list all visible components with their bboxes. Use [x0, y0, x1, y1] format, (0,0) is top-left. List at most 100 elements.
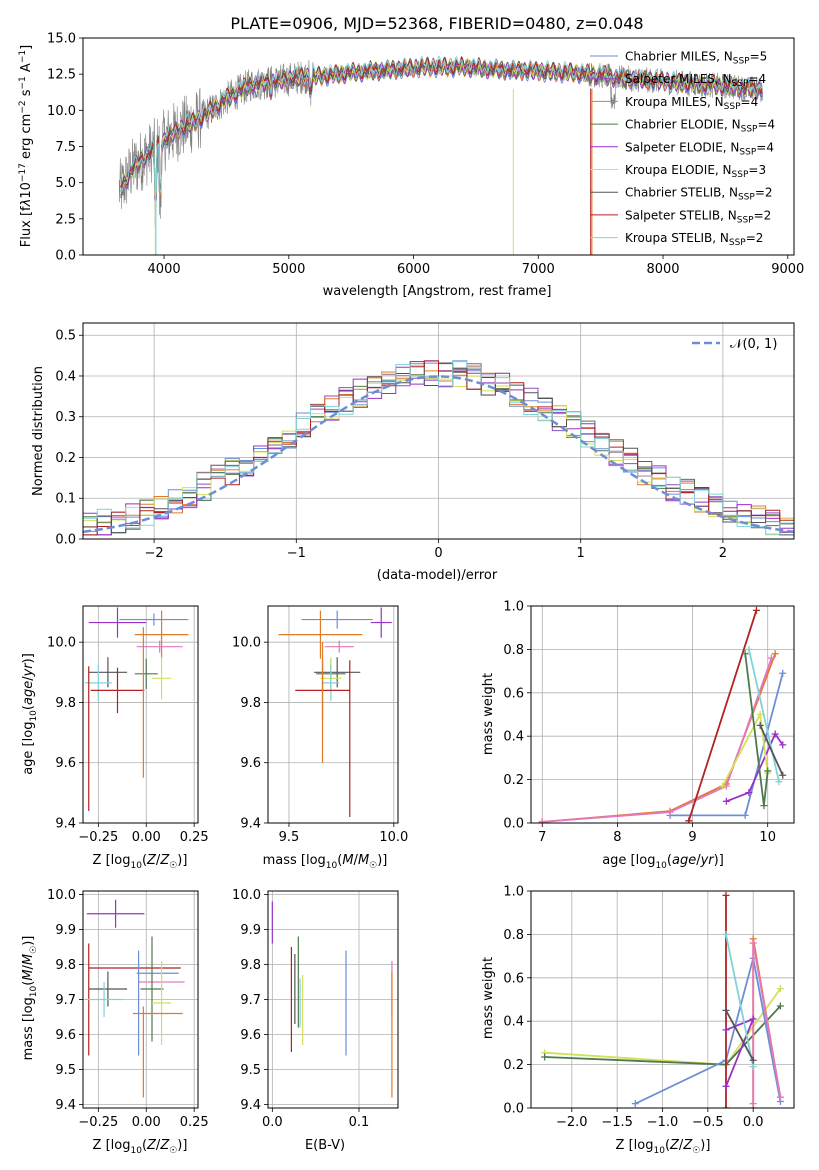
- mass-vs-EBV-plot-area: [271, 901, 393, 1098]
- mass-weight-vs-Z-xtick-label-1: −1.5: [601, 1115, 633, 1130]
- spectrum-model-line-5: [120, 57, 763, 196]
- mass-weight-vs-Z-marker-5-0: [749, 1100, 757, 1108]
- mass-weight-vs-age-marker-7-1: [775, 778, 783, 786]
- age-vs-Z-xlabel: Z [log10(Z/Z☉)]: [93, 853, 188, 871]
- spectrum-ytick-label-3: 7.5: [55, 140, 76, 155]
- residuals-ylabel: Normed distribution: [31, 366, 46, 496]
- mass-weight-vs-age-xtick-label-3: 10: [759, 830, 776, 845]
- mass-vs-EBV-frame: [267, 890, 399, 1109]
- mass-weight-vs-age-ytick-label-0: 0.0: [503, 817, 524, 832]
- age-vs-mass-ytick-label-2: 9.8: [240, 696, 261, 711]
- mass-vs-Z-ytick-label-5: 9.9: [55, 923, 76, 938]
- mass-weight-vs-age-marker-1-3: [771, 650, 779, 658]
- mass-weight-vs-Z-marker-6-2: [722, 1082, 730, 1090]
- mass-weight-vs-Z-xtick-label-0: −2.0: [556, 1115, 588, 1130]
- spectrum-ytick-label-4: 10.0: [47, 104, 76, 119]
- mass-weight-vs-Z-marker-3-1: [722, 891, 730, 899]
- mass-weight-vs-Z-line-8: [725, 1009, 754, 1061]
- spectrum-legend-label-sub-7: SSP: [737, 215, 754, 225]
- plot-layer: 4000 5000 6000 7000 8000 90000.02.55.07.510.0…: [47, 32, 804, 1131]
- residuals-histogram-7: [83, 360, 794, 536]
- age-vs-mass-axes: 9.5 10.0 9.4 9.6 9.8 10.0: [232, 605, 408, 845]
- spectrum-legend-label-base-2: Kroupa MILES, N: [625, 95, 724, 109]
- spectrum-frame: [82, 37, 795, 256]
- spectrum-legend-label-tail-5: =3: [748, 163, 766, 177]
- residuals-ytick-label-1: 0.1: [55, 492, 76, 507]
- mass-vs-EBV-xlabel: E(B-V): [305, 1138, 345, 1153]
- spectrum-axes: 4000 5000 6000 7000 8000 9000 0.0 2.5 5.0 7.5 10.0…: [47, 32, 804, 278]
- mass-vs-EBV-ytick-label-0: 9.4: [240, 1098, 261, 1113]
- residuals-xtick-label-1: −1: [287, 546, 306, 561]
- mass-weight-vs-Z-xtick-label-2: −1.0: [647, 1115, 679, 1130]
- age-vs-Z-axes: −0.25 0.00 0.25 9.4 9.6 9.8 10.0: [47, 605, 209, 845]
- mass-vs-Z-ylabel: mass [log10(M/M☉)]: [21, 936, 39, 1061]
- spectrum-legend-label-base-3: Chabrier ELODIE, N: [625, 118, 741, 132]
- mass-weight-vs-Z-line-2: [634, 958, 782, 1105]
- mass-weight-vs-age-line-4: [726, 732, 784, 803]
- mass-weight-vs-Z-marker-1-2: [776, 1002, 784, 1010]
- residuals-histogram-8: [83, 361, 794, 535]
- spectrum-legend-label-tail-2: =4: [741, 95, 759, 109]
- mass-weight-vs-age-marker-2-1: [666, 808, 674, 816]
- spectrum-legend-label-tail-3: =4: [757, 118, 775, 132]
- mass-weight-vs-age-xtick-label-1: 8: [613, 830, 621, 845]
- age-vs-Z-ytick-label-0: 9.4: [55, 817, 76, 832]
- age-vs-mass-xtick-label-1: 10.0: [379, 830, 408, 845]
- spectrum-legend-label-sub-6: SSP: [738, 193, 755, 203]
- mass-weight-vs-Z-marker-6-1: [749, 1015, 757, 1023]
- age-vs-Z-xtick-label-0: −0.25: [78, 830, 118, 845]
- mass-weight-vs-Z-ytick-label-4: 0.8: [503, 928, 524, 943]
- mass-weight-vs-age-line-7: [748, 649, 780, 782]
- age-vs-Z-ytick-label-3: 10.0: [47, 636, 76, 651]
- residuals-histogram-6: [83, 361, 794, 536]
- spectrum-legend-label-tail-0: =5: [750, 50, 768, 64]
- residuals-ytick-label-0: 0.0: [55, 533, 76, 548]
- spectrum-xtick-label-4: 8000: [646, 262, 679, 277]
- mass-weight-vs-Z-ytick-label-5: 1.0: [503, 885, 524, 900]
- mass-vs-EBV-xtick-label-0: 0.0: [262, 1115, 283, 1130]
- mass-vs-Z-ytick-label-6: 10.0: [47, 888, 76, 903]
- spectrum-ytick-label-6: 15.0: [47, 32, 76, 47]
- mass-weight-vs-age-ytick-label-2: 0.4: [503, 730, 524, 745]
- mass-weight-vs-Z-ytick-label-1: 0.2: [503, 1058, 524, 1073]
- mass-vs-EBV-ytick-label-5: 9.9: [240, 923, 261, 938]
- mass-weight-vs-age-xtick-label-2: 9: [688, 830, 696, 845]
- age-vs-Z-ytick-label-1: 9.6: [55, 756, 76, 771]
- mass-weight-vs-age-marker-3-1: [752, 606, 760, 614]
- spectrum-legend-label-base-6: Chabrier STELIB, N: [625, 186, 738, 200]
- residuals-plot-area: [83, 360, 794, 536]
- spectrum-ytick-label-1: 2.5: [55, 212, 76, 227]
- mass-weight-vs-age-marker-0-2: [779, 669, 787, 677]
- mass-weight-vs-age-marker-4-2: [771, 730, 779, 738]
- mass-weight-vs-age-ytick-label-4: 0.8: [503, 643, 524, 658]
- mass-weight-vs-Z-marker-3-0: [722, 1104, 730, 1108]
- mass-weight-vs-age-marker-3-0: [685, 817, 693, 823]
- mass-weight-vs-age-marker-4-1: [745, 789, 753, 797]
- residuals-ytick-label-2: 0.2: [55, 451, 76, 466]
- mass-weight-vs-Z-axes: −2.0 −1.5 −1.0 −0.5 0.0 0.0 0.2 0.4 0.6 0.8 1.0: [503, 885, 795, 1130]
- mass-weight-vs-age-marker-5-1: [756, 711, 764, 718]
- spectrum-ytick-label-5: 12.5: [47, 68, 76, 83]
- residuals-xtick-label-3: 1: [577, 546, 585, 561]
- mass-weight-vs-Z-marker-2-0: [631, 1100, 639, 1108]
- spectrum-legend-label-0: Chabrier MILES, NSSP=5: [625, 50, 767, 67]
- mass-vs-EBV-ytick-label-6: 10.0: [232, 888, 261, 903]
- mass-weight-vs-Z-marker-7-1: [749, 1063, 757, 1071]
- spectrum-title: PLATE=0906, MJD=52368, FIBERID=0480, z=0…: [230, 14, 643, 33]
- spectrum-legend-label-tail-6: =2: [755, 186, 773, 200]
- mass-vs-Z-ytick-label-4: 9.8: [55, 958, 76, 973]
- residuals-xtick-label-0: −2: [145, 546, 164, 561]
- mass-vs-EBV-ytick-label-1: 9.5: [240, 1063, 261, 1078]
- residuals-legend: 𝒩(0, 1): [692, 337, 777, 352]
- spectrum-legend-label-sub-3: SSP: [741, 125, 758, 135]
- spectrum-legend-label-tail-4: =4: [756, 140, 774, 154]
- mass-weight-vs-age-marker-2-3: [767, 654, 775, 662]
- mass-weight-vs-age-ytick-label-3: 0.6: [503, 686, 524, 701]
- mass-weight-vs-age-line-2: [542, 657, 773, 823]
- residuals-axes: −2 −1 0 1 2 0.0 0.1 0.2 0.3 0.4 0.5 𝒩(0, 1): [55, 322, 795, 561]
- mass-vs-Z-ytick-label-2: 9.6: [55, 1028, 76, 1043]
- mass-vs-Z-axes: −0.25 0.00 0.25 9.4 9.5 9.6 9.7 9.8 9.9 10.0: [47, 888, 209, 1130]
- age-vs-mass-xtick-label-0: 9.5: [279, 830, 300, 845]
